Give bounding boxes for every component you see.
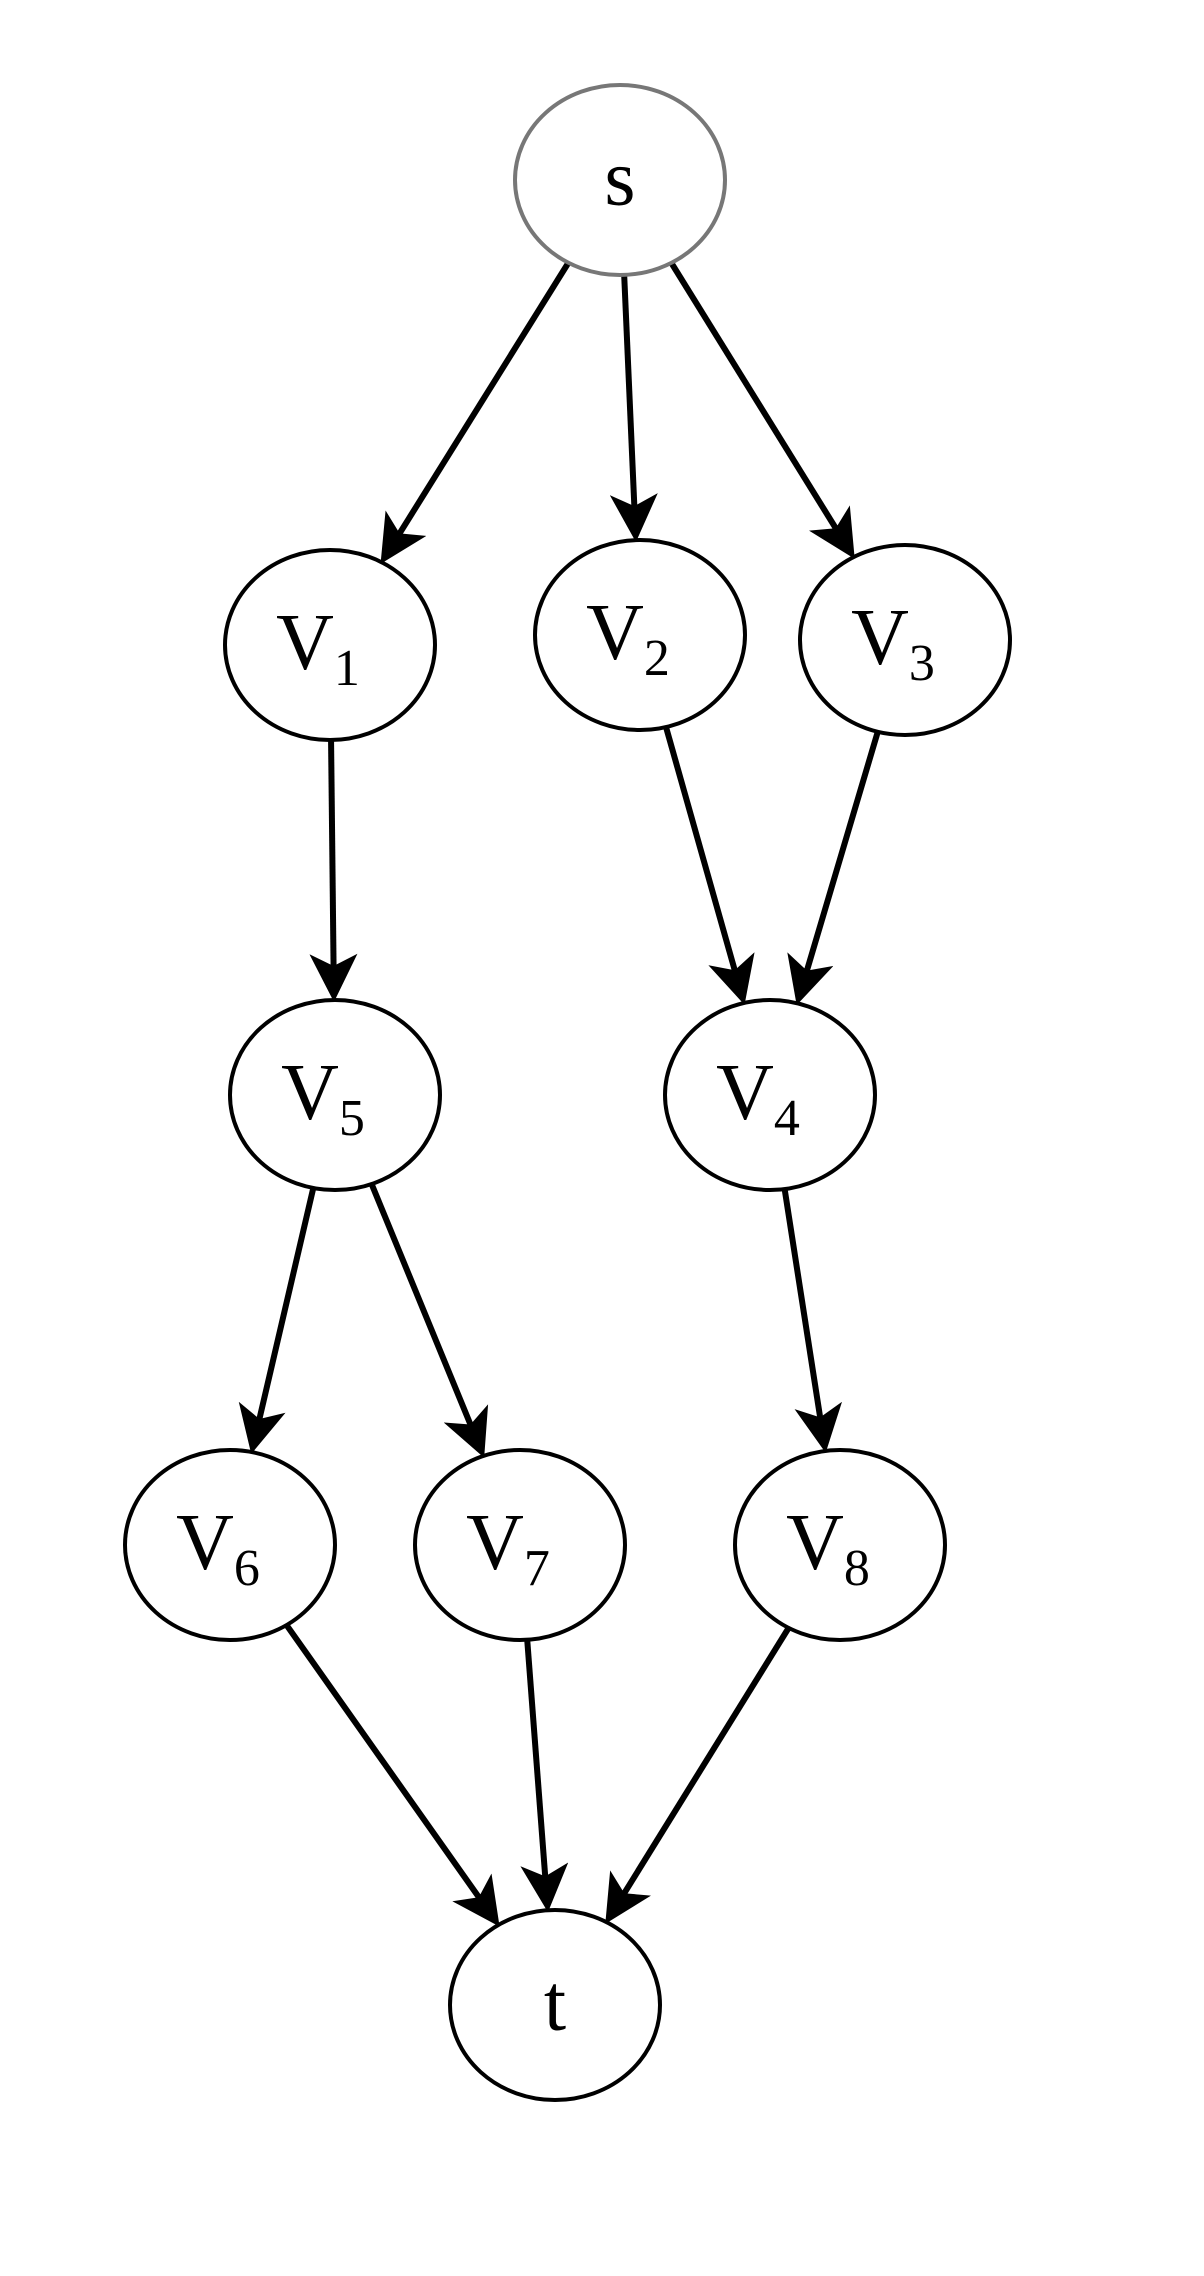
edge-s-v1	[387, 263, 569, 554]
node-t: t	[450, 1910, 660, 2100]
node-v6: V6	[125, 1450, 335, 1640]
node-v8: V8	[735, 1450, 945, 1640]
directed-graph: s V1 V2 V3 V5 V4 V6 V7 V8 t	[0, 0, 1204, 2276]
node-label-t: t	[544, 1959, 566, 2047]
node-v1: V1	[225, 550, 435, 740]
edge-v6-t	[287, 1625, 493, 1917]
edge-s-v2	[624, 275, 635, 530]
edge-v5-v6	[254, 1188, 313, 1442]
edge-v2-v4	[666, 727, 741, 993]
node-v2: V2	[535, 540, 745, 730]
edge-v1-v5	[331, 740, 334, 990]
edge-v7-t	[527, 1640, 547, 1900]
node-v4: V4	[665, 1000, 875, 1190]
nodes-layer: s V1 V2 V3 V5 V4 V6 V7 V8 t	[125, 85, 1010, 2100]
edge-v5-v7	[372, 1184, 480, 1447]
node-s: s	[515, 85, 725, 275]
node-v7: V7	[415, 1450, 625, 1640]
edge-s-v3	[671, 263, 848, 549]
edge-v4-v8	[785, 1189, 824, 1441]
edge-v3-v4	[800, 732, 878, 994]
node-label-s: s	[604, 134, 635, 222]
node-v3: V3	[800, 545, 1010, 735]
node-v5: V5	[230, 1000, 440, 1190]
edge-v8-t	[612, 1628, 789, 1914]
